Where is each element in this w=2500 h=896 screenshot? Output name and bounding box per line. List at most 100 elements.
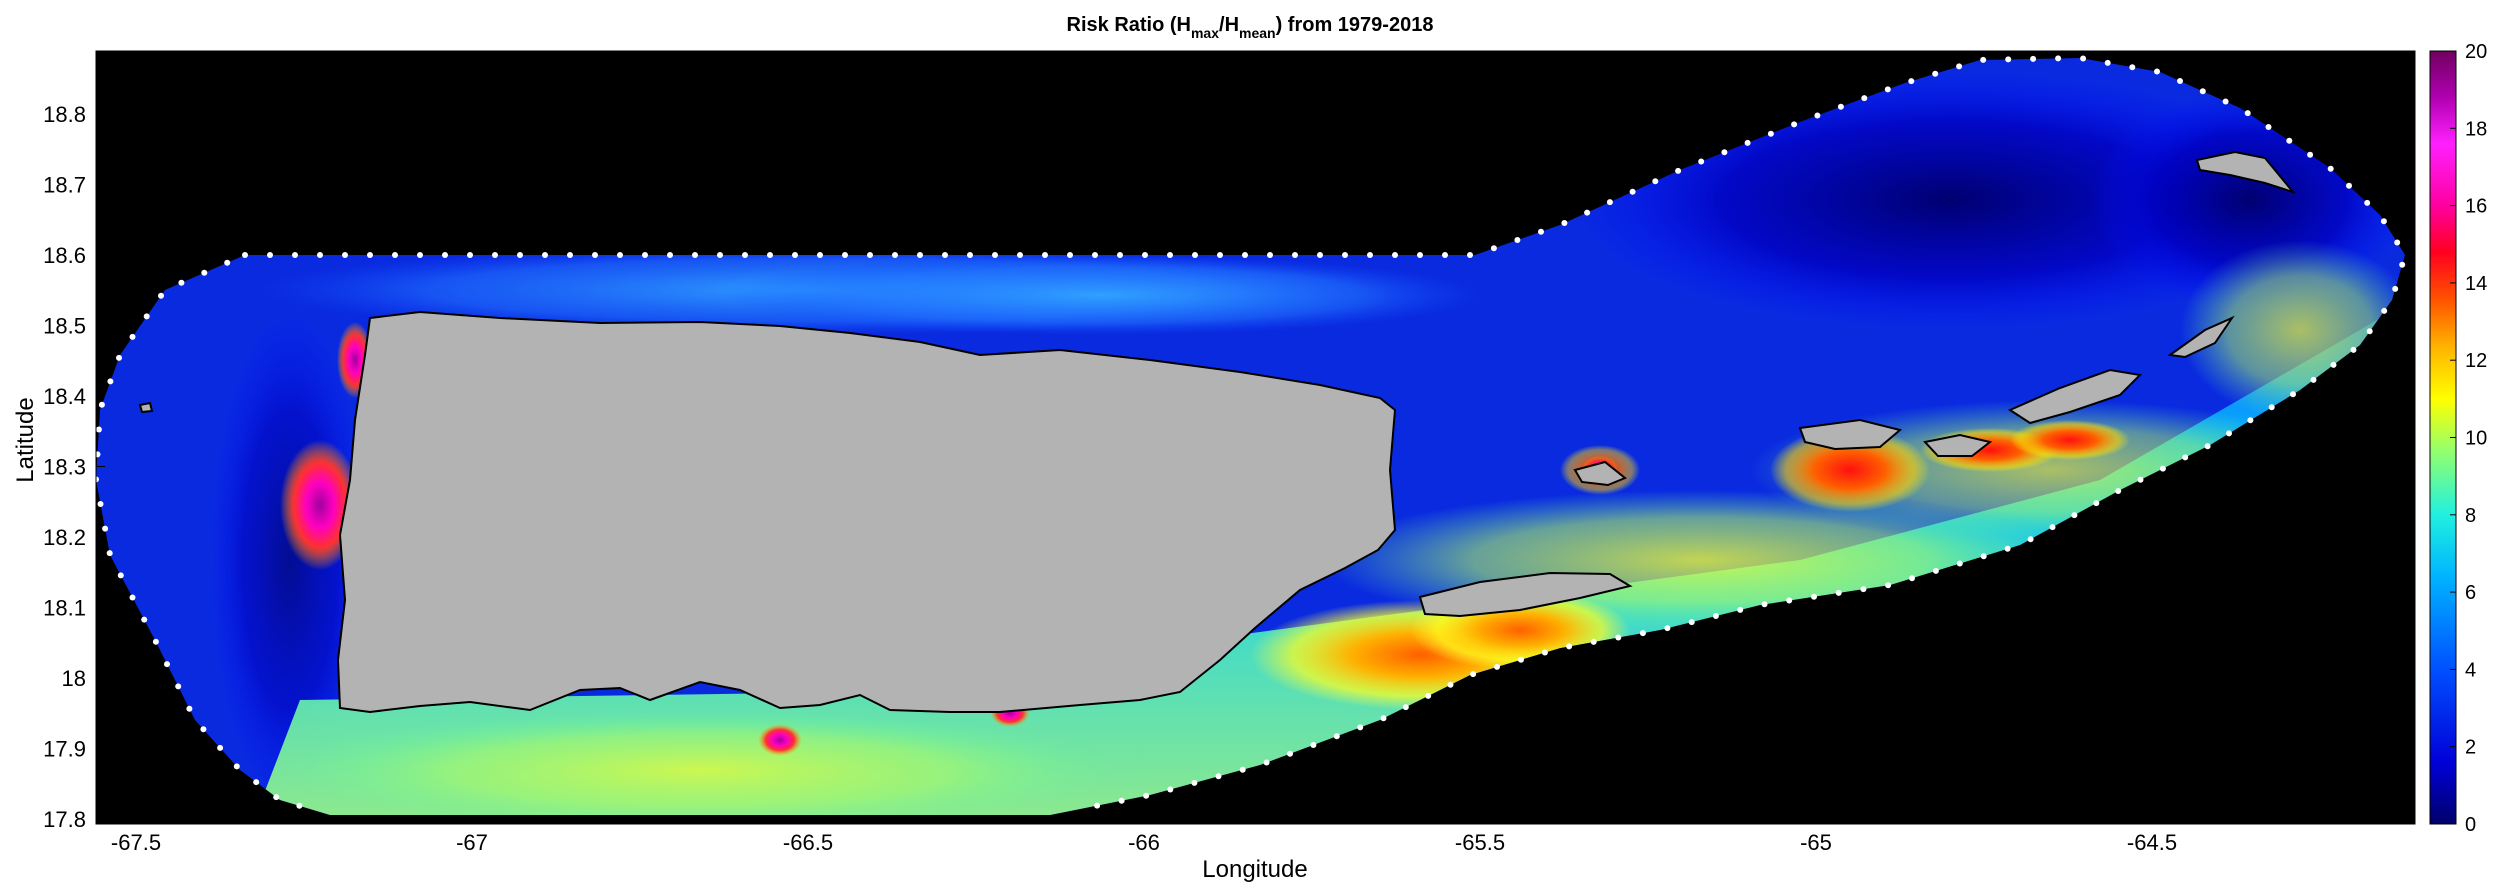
boundary-marker-dot [129, 594, 136, 601]
boundary-marker-dot [224, 259, 231, 266]
virgin-gorda-island [2167, 315, 2235, 359]
x-tick-label: -65 [1800, 830, 1832, 855]
colorbar-tick-label: 2 [2465, 737, 2476, 759]
boundary-marker-dot [201, 269, 208, 276]
plot-frame [95, 50, 2416, 825]
boundary-marker-dot [1590, 638, 1597, 645]
boundary-marker-dot [1494, 663, 1500, 670]
boundary-marker-dot [2027, 536, 2034, 543]
boundary-marker-dot [1786, 597, 1793, 604]
boundary-marker-dot [1675, 167, 1682, 174]
boundary-marker-dot [1017, 252, 1023, 258]
anegada-island [2195, 150, 2296, 194]
boundary-marker-dot [1263, 759, 1270, 766]
x-axis-label: Longitude [1202, 856, 1307, 883]
boundary-marker-dot [917, 252, 923, 258]
boundary-marker-dot [158, 292, 164, 299]
colorbar-tick-label: 4 [2465, 659, 2476, 681]
boundary-marker-dot [542, 252, 548, 258]
boundary-marker-dot [592, 252, 598, 258]
boundary-marker-dot [1860, 586, 1867, 593]
boundary-marker-dot [143, 313, 150, 320]
boundary-marker-dot [1142, 252, 1148, 258]
boundary-marker-dot [1956, 560, 1963, 567]
boundary-marker-dot [1425, 692, 1432, 699]
boundary-marker-dot [992, 252, 998, 258]
boundary-marker-dot [1885, 582, 1892, 589]
boundary-marker-dot [1242, 252, 1248, 258]
boundary-marker-dot [1167, 252, 1173, 258]
x-tick-label: -64.5 [2127, 830, 2177, 855]
boundary-marker-dot [692, 252, 698, 258]
boundary-marker-dot [1744, 139, 1751, 146]
puerto-rico-island [336, 310, 1397, 714]
boundary-marker-dot [273, 794, 280, 801]
boundary-marker-dot [2327, 165, 2334, 172]
boundary-marker-dot [2290, 391, 2296, 398]
boundary-marker-dot [367, 252, 373, 258]
boundary-marker-dot [1402, 704, 1409, 711]
y-tick-label: 18.4 [43, 384, 86, 409]
boundary-marker-dot [2137, 476, 2144, 483]
boundary-marker-dot [1217, 252, 1223, 258]
boundary-marker-dot [102, 525, 109, 532]
boundary-marker-dot [867, 252, 873, 258]
boundary-marker-dot [2222, 98, 2229, 105]
boundary-marker-dot [2115, 488, 2122, 494]
boundary-marker-dot [2005, 56, 2012, 63]
boundary-marker-dot [1584, 209, 1591, 216]
boundary-marker-dot [1239, 766, 1246, 773]
boundary-marker-dot [1652, 178, 1659, 185]
boundary-marker-dot [1980, 553, 1987, 560]
boundary-marker-dot [2049, 524, 2056, 531]
boundary-marker-dot [2380, 218, 2387, 225]
boundary-marker-dot [116, 354, 122, 361]
boundary-marker-dot [1317, 252, 1323, 258]
boundary-marker-dot [1167, 786, 1174, 793]
boundary-marker-dot [1287, 750, 1293, 757]
st-thomas-island [1798, 418, 1903, 451]
boundary-marker-dot [517, 252, 523, 258]
boundary-marker-dot [2055, 55, 2062, 62]
boundary-marker-dot [842, 252, 848, 258]
y-tick-label: 18.5 [43, 314, 86, 339]
mona-island [138, 401, 154, 414]
boundary-marker-dot [253, 779, 260, 786]
boundary-marker-dot [2307, 151, 2314, 158]
y-axis-label: Latitude [12, 397, 39, 482]
boundary-marker-dot [1042, 252, 1048, 258]
colorbar-tick-label: 20 [2465, 41, 2487, 63]
colorbar-tick-label: 12 [2465, 350, 2487, 372]
boundary-marker-dot [467, 252, 473, 258]
y-tick-label: 18.7 [43, 173, 86, 198]
boundary-marker-dot [1117, 252, 1123, 258]
boundary-marker-dot [1538, 228, 1544, 235]
boundary-marker-dot [1698, 158, 1705, 165]
boundary-marker-dot [717, 252, 723, 258]
boundary-marker-dot [178, 279, 185, 286]
map-plot-area [96, 51, 2415, 824]
boundary-marker-dot [2104, 59, 2111, 66]
boundary-marker-dot [792, 252, 798, 258]
boundary-marker-dot [667, 252, 673, 258]
boundary-marker-dot [107, 378, 114, 385]
boundary-marker-dot [117, 572, 124, 579]
boundary-marker-dot [2129, 64, 2136, 71]
st-john-island [1923, 433, 1993, 457]
boundary-marker-dot [2071, 512, 2078, 519]
boundary-marker-dot [292, 252, 298, 258]
boundary-marker-dot [296, 802, 303, 809]
boundary-marker-dot [892, 252, 898, 258]
boundary-marker-dot [96, 476, 99, 483]
boundary-marker-dot [2247, 417, 2254, 424]
boundary-marker-dot [2030, 55, 2037, 62]
x-tick-label: -66.5 [783, 830, 833, 855]
boundary-marker-dot [2310, 376, 2317, 383]
boundary-marker-dot [2350, 346, 2357, 353]
colorbar-tick-label: 6 [2465, 582, 2476, 604]
boundary-marker-dot [1932, 567, 1939, 574]
boundary-marker-dot [97, 501, 104, 507]
boundary-marker-dot [2204, 443, 2211, 450]
boundary-marker-dot [2265, 124, 2272, 130]
